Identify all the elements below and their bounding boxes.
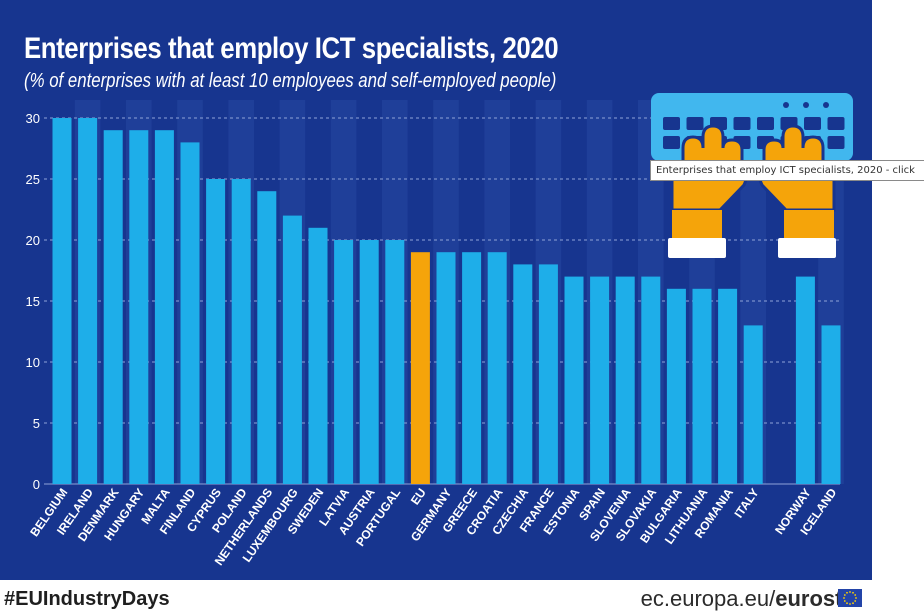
flag-star: [852, 602, 854, 605]
bar-lithuania[interactable]: [692, 288, 712, 484]
bar-croatia[interactable]: [487, 252, 507, 484]
y-tick-label: 30: [26, 111, 40, 126]
bar-slovenia[interactable]: [615, 276, 635, 484]
y-tick-label: 25: [26, 172, 40, 187]
bar-sweden[interactable]: [308, 227, 328, 485]
bar-iceland[interactable]: [821, 325, 841, 484]
bar-czechia[interactable]: [513, 264, 533, 484]
flag-star: [855, 597, 857, 599]
flag-star: [854, 600, 857, 602]
bars: [52, 118, 841, 485]
bar-denmark[interactable]: [103, 130, 123, 484]
bar-norway[interactable]: [795, 276, 815, 484]
chart-title: Enterprises that employ ICT specialists,…: [24, 32, 559, 65]
bar-hungary[interactable]: [129, 130, 149, 484]
key-dot: [823, 102, 829, 108]
bar-italy[interactable]: [743, 325, 763, 484]
hashtag-label: #EUIndustryDays: [4, 588, 170, 610]
bar-portugal[interactable]: [385, 240, 405, 484]
flag-star: [849, 603, 851, 605]
bar-malta[interactable]: [154, 130, 174, 484]
bar-ireland[interactable]: [78, 118, 98, 484]
flag-star: [852, 591, 854, 594]
y-tick-label: 5: [33, 416, 40, 431]
bar-finland[interactable]: [180, 142, 200, 484]
key: [827, 136, 845, 149]
y-tick-label: 20: [26, 233, 40, 248]
bar-cyprus[interactable]: [206, 179, 226, 484]
bar-latvia[interactable]: [334, 240, 354, 484]
bar-france[interactable]: [538, 264, 558, 484]
bar-slovakia[interactable]: [641, 276, 661, 484]
bar-bulgaria[interactable]: [666, 288, 686, 484]
bar-chart[interactable]: 0 5 10 15 20 25 30 BELGIUMIRELANDDENMARKHUNGAR…: [0, 0, 872, 580]
key: [827, 117, 845, 130]
x-tick-label: ITALY: [731, 486, 761, 521]
eu-flag-icon: [838, 589, 862, 607]
bar-spain[interactable]: [590, 276, 610, 484]
y-tick-label: 10: [26, 355, 40, 370]
tooltip: Enterprises that employ ICT specialists,…: [650, 160, 924, 181]
bar-estonia[interactable]: [564, 276, 584, 484]
bar-romania[interactable]: [718, 288, 738, 484]
key-dot: [803, 102, 809, 108]
bar-netherlands[interactable]: [257, 191, 277, 484]
y-tick-label: 0: [33, 477, 40, 492]
bar-germany[interactable]: [436, 252, 456, 484]
x-axis-labels: BELGIUMIRELANDDENMARKHUNGARYMALTAFINLAND…: [27, 485, 839, 568]
flag-star: [846, 591, 848, 594]
bar-greece[interactable]: [462, 252, 482, 484]
chart-subtitle: (% of enterprises with at least 10 emplo…: [24, 70, 557, 92]
key-dot: [783, 102, 789, 108]
key: [663, 136, 680, 149]
y-tick-label: 15: [26, 294, 40, 309]
bar-austria[interactable]: [359, 240, 379, 484]
x-tick-label: EU: [408, 486, 429, 508]
key: [663, 117, 680, 130]
key: [733, 117, 751, 130]
right-cuff: [778, 238, 836, 258]
flag-star: [849, 591, 851, 593]
left-cuff: [668, 238, 726, 258]
key: [804, 117, 821, 130]
bar-luxembourg[interactable]: [282, 215, 302, 484]
flag-star: [843, 597, 845, 599]
flag-star: [854, 594, 857, 596]
bar-belgium[interactable]: [52, 118, 72, 484]
y-axis-ticks: 0 5 10 15 20 25 30: [26, 111, 40, 492]
flag-star: [846, 602, 848, 605]
flag-star: [843, 594, 846, 596]
bar-poland[interactable]: [231, 179, 251, 484]
key: [757, 117, 774, 130]
bar-eu[interactable]: [410, 252, 430, 484]
source-label[interactable]: ec.europa.eu/eurostat: [641, 586, 862, 612]
source-prefix: ec.europa.eu/: [640, 586, 776, 611]
flag-star: [843, 600, 846, 602]
key: [686, 117, 704, 130]
